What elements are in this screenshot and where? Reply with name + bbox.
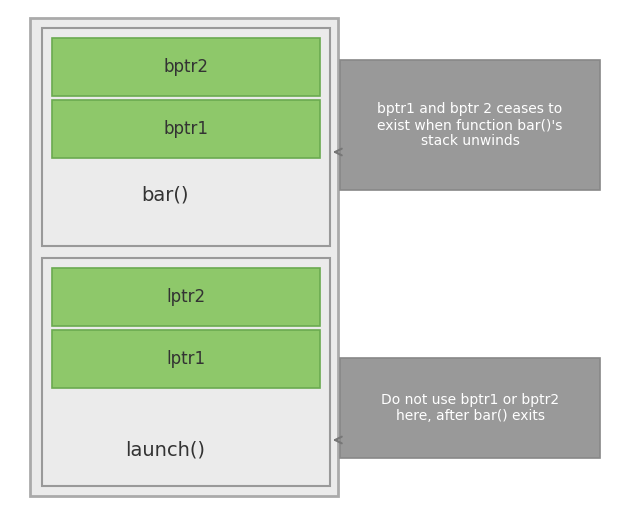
Bar [340,60,600,190]
Bar [52,330,320,388]
Bar [340,358,600,458]
Text: bar(): bar() [141,185,188,205]
Text: Do not use bptr1 or bptr2
here, after bar() exits: Do not use bptr1 or bptr2 here, after ba… [381,393,559,423]
Text: launch(): launch() [125,440,205,460]
Text: bptr1: bptr1 [163,120,208,138]
Bar [42,258,330,486]
Bar [52,38,320,96]
Bar [52,268,320,326]
Text: lptr1: lptr1 [167,350,205,368]
Text: bptr1 and bptr 2 ceases to
exist when function bar()'s
stack unwinds: bptr1 and bptr 2 ceases to exist when fu… [378,102,563,148]
Bar [30,18,338,496]
Text: lptr2: lptr2 [167,288,205,306]
Bar [42,28,330,246]
Text: bptr2: bptr2 [163,58,208,76]
Bar [52,100,320,158]
